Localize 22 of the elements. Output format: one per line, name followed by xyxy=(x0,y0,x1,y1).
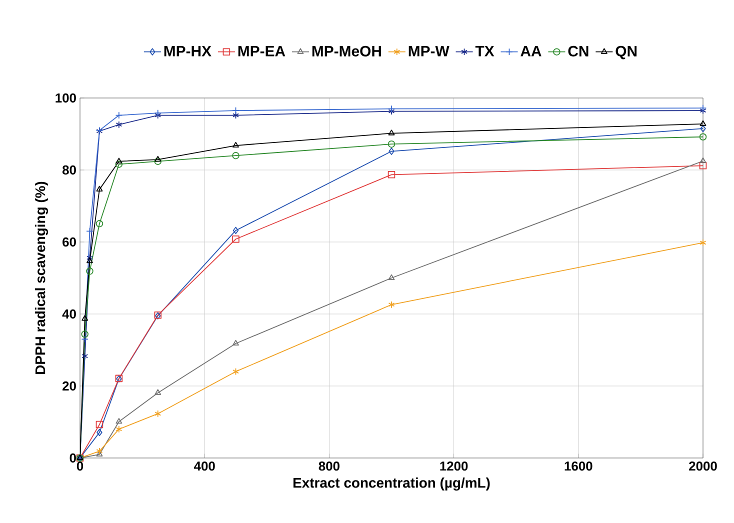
legend-label: AA xyxy=(520,46,542,56)
legend-label: CN xyxy=(568,46,588,56)
y-tick-label: 60 xyxy=(62,237,76,247)
x-tick-label: 0 xyxy=(76,462,84,471)
x-tick-label: 1200 xyxy=(440,462,468,471)
y-tick-label: 20 xyxy=(62,381,76,391)
legend-label: MP-W xyxy=(408,46,450,56)
x-tick-label: 400 xyxy=(194,462,215,471)
y-tick-label: 100 xyxy=(56,93,76,103)
legend-label: QN xyxy=(616,46,637,60)
y-axis-title: DPPH radical scavenging (%) xyxy=(34,182,48,374)
y-tick-label: 40 xyxy=(62,309,76,319)
legend-label: MP-HX xyxy=(164,46,212,56)
y-tick-label: 80 xyxy=(62,165,76,175)
x-tick-label: 1600 xyxy=(564,462,592,471)
y-tick-label: 0 xyxy=(70,453,76,463)
legend-label: TX xyxy=(475,46,494,56)
legend-label: MP-EA xyxy=(238,46,286,56)
x-axis-title: Extract concentration (µg/mL) xyxy=(293,478,490,491)
x-tick-label: 800 xyxy=(318,462,340,471)
x-tick-label: 2000 xyxy=(689,462,717,471)
legend-label: MP-MeOH xyxy=(312,46,381,56)
